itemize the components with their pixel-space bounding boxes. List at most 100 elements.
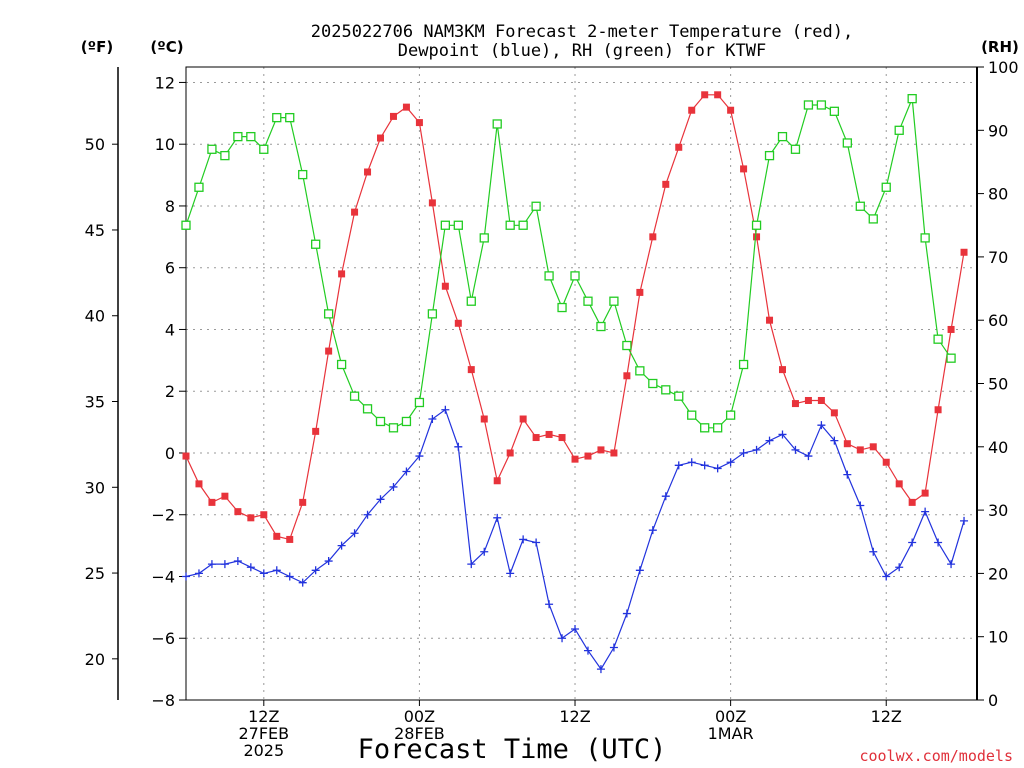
- data-point: [480, 547, 489, 556]
- data-point: [259, 144, 269, 154]
- data-point: [363, 510, 372, 519]
- celsius-tick-label: 6: [165, 259, 175, 278]
- data-point: [752, 445, 761, 454]
- data-point: [389, 482, 398, 491]
- data-point: [946, 353, 956, 363]
- data-point: [195, 480, 203, 488]
- plot-frame: [185, 66, 978, 701]
- data-point: [635, 366, 645, 376]
- data-point: [272, 566, 281, 575]
- data-point: [764, 150, 775, 161]
- data-point: [545, 430, 553, 438]
- data-point: [908, 538, 917, 547]
- data-point: [558, 634, 567, 643]
- data-point: [233, 557, 242, 566]
- data-point: [882, 572, 891, 581]
- data-point: [311, 566, 320, 575]
- data-point: [532, 434, 540, 442]
- data-point: [493, 477, 501, 485]
- data-point: [960, 248, 968, 256]
- rh-tick-label: 60: [988, 311, 1008, 330]
- data-point: [907, 94, 917, 104]
- data-point: [662, 180, 670, 188]
- data-point: [247, 514, 255, 522]
- data-point: [842, 138, 852, 148]
- rh-unit-label: (RH): [981, 38, 1019, 56]
- data-point: [364, 168, 372, 176]
- data-point: [778, 366, 786, 374]
- data-point: [714, 91, 722, 99]
- data-point: [259, 569, 268, 578]
- data-point: [402, 467, 411, 476]
- data-point: [869, 547, 878, 556]
- data-point: [571, 624, 580, 633]
- chart-title: 2025022706 NAM3KM Forecast 2-meter Tempe…: [311, 22, 853, 61]
- data-point: [441, 282, 449, 290]
- data-series: [181, 91, 969, 674]
- data-point: [817, 421, 826, 430]
- data-point: [324, 557, 333, 566]
- data-point: [856, 446, 864, 454]
- rh-tick-label: 0: [988, 691, 998, 710]
- data-point: [843, 470, 852, 479]
- data-point: [234, 508, 242, 516]
- x-tick-label: 28FEB: [394, 724, 445, 743]
- fahrenheit-unit-label: (ºF): [81, 38, 113, 56]
- data-point: [377, 134, 385, 142]
- data-point: [584, 452, 592, 460]
- fahrenheit-tick-label: 30: [85, 478, 105, 497]
- data-point: [453, 220, 463, 230]
- data-point: [596, 665, 605, 674]
- data-point: [233, 131, 243, 142]
- data-point: [700, 423, 710, 433]
- data-point: [492, 119, 502, 129]
- data-point: [868, 214, 878, 224]
- data-point: [597, 446, 605, 454]
- celsius-tick-label: 10: [155, 135, 175, 154]
- data-point: [299, 498, 307, 506]
- celsius-tick-label: 12: [155, 73, 175, 92]
- data-point: [816, 100, 827, 110]
- data-point: [713, 464, 722, 473]
- data-point: [402, 103, 410, 111]
- data-point: [649, 233, 657, 241]
- credit-text: coolwx.com/models: [859, 747, 1013, 765]
- celsius-tick-label: 4: [165, 320, 175, 339]
- data-point: [583, 296, 593, 306]
- celsius-tick-label: 8: [165, 197, 175, 216]
- tick-labels: −8−6−4−202468101220253035404550010203040…: [85, 58, 1019, 760]
- data-point: [519, 535, 528, 544]
- data-point: [557, 302, 567, 313]
- data-point: [338, 270, 346, 278]
- data-point: [182, 452, 190, 460]
- x-tick-label: 12Z: [559, 707, 590, 726]
- data-point: [350, 529, 359, 538]
- data-point: [428, 415, 437, 424]
- data-point: [881, 182, 891, 192]
- data-point: [700, 461, 709, 470]
- data-point: [337, 541, 346, 550]
- x-tick-label: 27FEB: [238, 724, 289, 743]
- data-point: [414, 397, 425, 408]
- data-point: [220, 560, 229, 569]
- data-point: [895, 480, 903, 488]
- data-point: [583, 646, 592, 655]
- data-point: [375, 416, 386, 427]
- data-point: [298, 578, 307, 587]
- data-point: [440, 220, 450, 230]
- fahrenheit-tick-label: 35: [85, 393, 105, 412]
- data-point: [428, 199, 436, 207]
- data-point: [415, 452, 424, 461]
- data-point: [739, 448, 748, 457]
- data-point: [285, 112, 295, 123]
- data-point: [791, 445, 800, 454]
- data-point: [311, 239, 321, 249]
- data-point: [790, 144, 801, 154]
- axes: [112, 66, 984, 706]
- data-point: [427, 309, 438, 319]
- data-point: [401, 416, 412, 427]
- data-point: [688, 106, 696, 114]
- data-point: [934, 538, 943, 547]
- data-point: [479, 233, 489, 243]
- data-point: [933, 334, 943, 344]
